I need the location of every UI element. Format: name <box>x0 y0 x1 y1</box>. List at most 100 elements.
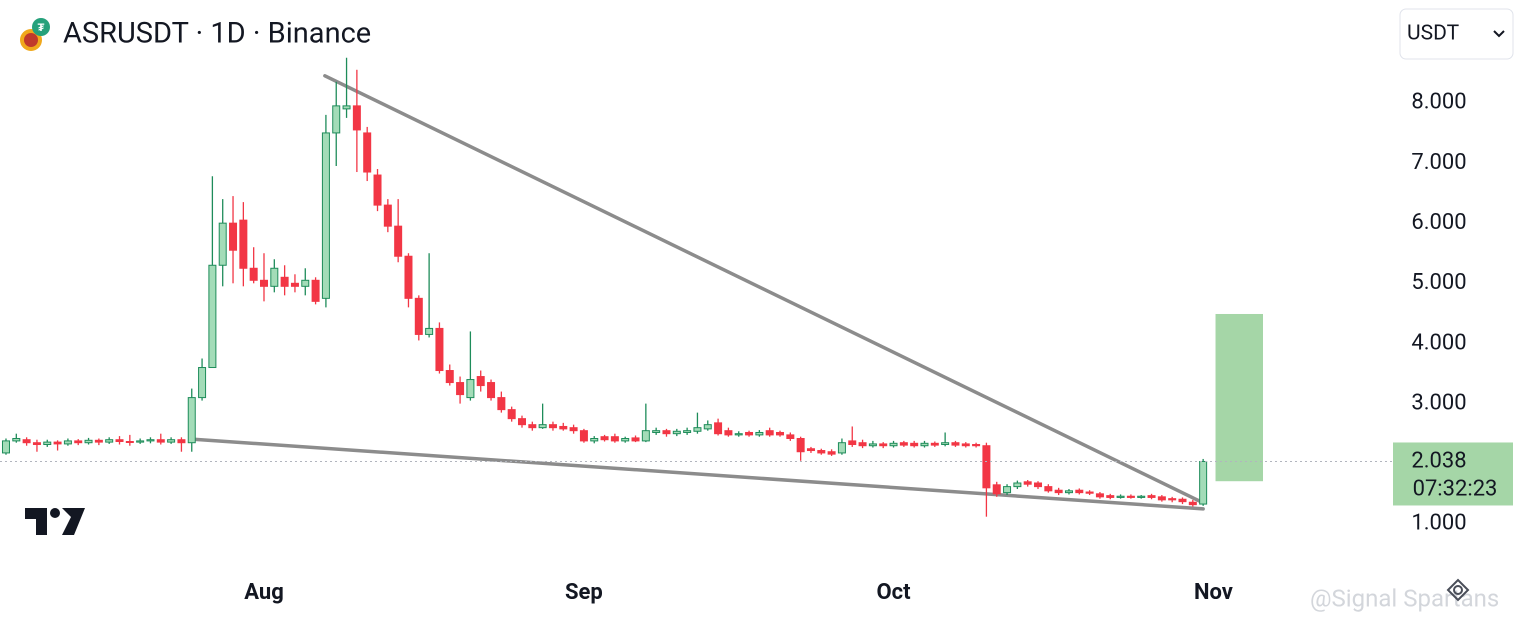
candle-body <box>404 255 413 299</box>
y-tick-label: 4.000 <box>1411 330 1466 355</box>
candle-body <box>652 430 661 433</box>
candle-body <box>982 445 991 489</box>
candle-body <box>1137 495 1146 498</box>
candle-body <box>22 439 31 444</box>
candle-body <box>332 105 341 134</box>
candle-body <box>1157 496 1166 501</box>
candle-body <box>1064 490 1073 494</box>
candle-body <box>1054 489 1063 494</box>
x-tick-label: Sep <box>565 580 603 605</box>
candle-body <box>249 267 258 281</box>
y-tick-label: 1.000 <box>1411 511 1466 536</box>
candle-body <box>53 441 62 445</box>
currency-select[interactable]: USDT <box>1399 8 1514 60</box>
logo-slash <box>62 508 85 535</box>
candle-body <box>961 443 970 447</box>
candle-body <box>146 439 155 442</box>
candle-body <box>198 367 207 399</box>
candle-body <box>972 444 981 447</box>
candle-body <box>105 439 114 443</box>
candle-body <box>518 418 526 426</box>
candle-body <box>125 441 134 444</box>
candle-body <box>466 379 475 399</box>
candle-body <box>280 276 289 287</box>
candle-body <box>889 442 898 447</box>
candle-body <box>941 442 950 446</box>
tradingview-logo <box>25 508 85 535</box>
candle-body <box>435 327 444 372</box>
candle-body <box>600 436 609 441</box>
candle-body <box>12 437 21 442</box>
candle-body <box>1034 482 1043 488</box>
candle-body <box>1044 486 1053 492</box>
candle-body <box>456 382 465 396</box>
chevron-icon[interactable] <box>1493 30 1505 38</box>
candle-body <box>796 437 805 453</box>
candle-body <box>84 439 93 444</box>
candle-body <box>776 431 785 436</box>
settings-center[interactable] <box>1453 585 1463 595</box>
currency-select-box[interactable] <box>1399 8 1514 60</box>
candle-body <box>590 437 599 442</box>
candle-body <box>1199 460 1208 505</box>
candle-body <box>827 451 836 455</box>
quote-icon <box>32 18 50 36</box>
candle-body <box>1075 489 1084 494</box>
candle-body <box>352 105 361 131</box>
candle-body <box>1178 498 1187 503</box>
currency-label[interactable]: USDT <box>1407 22 1460 46</box>
candle-body <box>497 397 506 411</box>
candle-body <box>610 436 619 442</box>
candle-body <box>579 430 588 442</box>
candle-body <box>559 425 568 430</box>
candle-body <box>1106 495 1115 498</box>
chart-title: ASRUSDT · 1D · Binance <box>63 17 371 51</box>
candle-body <box>765 430 774 436</box>
candle-body <box>631 437 640 442</box>
candle-body <box>538 424 547 429</box>
y-tick-label: 5.000 <box>1411 270 1466 295</box>
candle-body <box>321 132 330 299</box>
candle-body <box>1126 495 1135 498</box>
x-tick-label: Oct <box>876 580 911 605</box>
candle-body <box>1116 495 1125 498</box>
candle-body <box>879 443 888 447</box>
candle-body <box>74 440 83 444</box>
candle-body <box>187 397 196 444</box>
candle-body <box>136 440 145 443</box>
candle-body <box>1168 498 1177 501</box>
candle-body <box>951 442 960 446</box>
candle-body <box>569 427 578 432</box>
candle-body <box>548 424 557 429</box>
watermark: @Signal Spartans <box>1310 584 1499 612</box>
y-tick-label: 3.000 <box>1411 390 1466 415</box>
trend-line <box>323 74 1205 505</box>
candle-body <box>683 430 692 433</box>
candle-body <box>259 279 268 287</box>
plot-area: 1.0002.0003.0004.0005.0006.0007.0008.000… <box>0 57 1513 605</box>
candle-body <box>1085 491 1094 494</box>
candle-body <box>858 442 867 447</box>
settings-glyph[interactable] <box>1446 578 1470 602</box>
candle-body <box>662 430 671 435</box>
candle-body <box>1147 495 1156 498</box>
candle-body <box>94 439 103 443</box>
settings-icon[interactable] <box>1446 578 1470 602</box>
candle-body <box>1013 482 1022 488</box>
candle-body <box>342 105 351 110</box>
coin-icon-inner <box>24 33 38 47</box>
candle-body <box>394 225 403 257</box>
candle-body <box>270 267 279 287</box>
candle-body <box>43 441 52 446</box>
candle-body <box>218 222 227 266</box>
candle-body <box>755 431 764 436</box>
quote-icon-glyph: ₮ <box>38 21 45 34</box>
logo-seven <box>25 508 47 535</box>
candle-body <box>507 409 516 420</box>
candle-body <box>992 484 1001 495</box>
candle-body <box>290 282 299 287</box>
candle-body <box>208 264 217 369</box>
candle-body <box>32 442 41 446</box>
candle-body <box>1188 501 1197 506</box>
